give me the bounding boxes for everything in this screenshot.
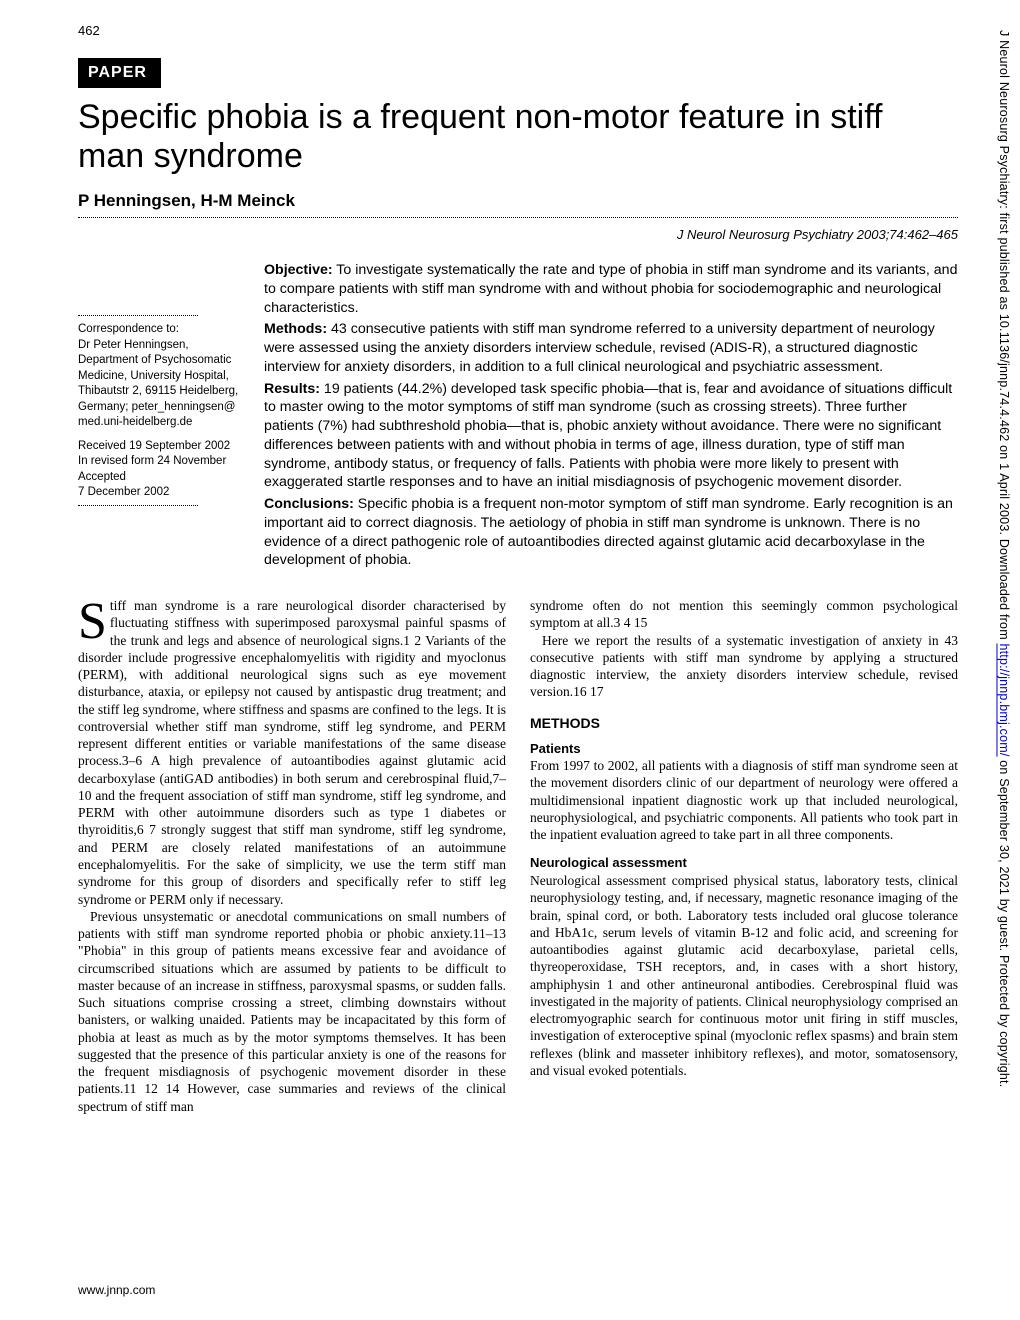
methods-heading: METHODS <box>530 715 958 733</box>
body-r4: Neurological assessment comprised physic… <box>530 872 958 1079</box>
column-left: Stiff man syndrome is a rare neurologica… <box>78 597 506 1115</box>
dots-top <box>78 315 198 316</box>
correspondence-block: Correspondence to: Dr Peter Henningsen, … <box>78 261 246 573</box>
abstract-conclusions-text: Specific phobia is a frequent non-motor … <box>264 496 953 568</box>
abstract-objective-text: To investigate systematically the rate a… <box>264 262 957 315</box>
vertical-citation: J Neurol Neurosurg Psychiatry: first pub… <box>992 30 1012 1290</box>
body-r3: From 1997 to 2002, all patients with a d… <box>530 757 958 843</box>
page-number: 462 <box>78 22 100 40</box>
abstract: Objective: To investigate systematically… <box>264 261 958 573</box>
footer-url: www.jnnp.com <box>78 1282 155 1298</box>
page-content: PAPER Specific phobia is a frequent non-… <box>78 58 958 1115</box>
body-p1-text: tiff man syndrome is a rare neurological… <box>78 598 506 907</box>
article-title: Specific phobia is a frequent non-motor … <box>78 98 958 176</box>
journal-reference: J Neurol Neurosurg Psychiatry 2003;74:46… <box>78 226 958 244</box>
vcite-link[interactable]: http://jnnp.bmj.com/ <box>997 643 1011 756</box>
abstract-methods-label: Methods: <box>264 321 327 337</box>
column-right: syndrome often do not mention this seemi… <box>530 597 958 1115</box>
body-r1: syndrome often do not mention this seemi… <box>530 597 958 632</box>
dots-bottom <box>78 505 198 506</box>
abstract-results-text: 19 patients (44.2%) developed task speci… <box>264 381 952 491</box>
section-tag: PAPER <box>78 58 161 88</box>
header-two-col: Correspondence to: Dr Peter Henningsen, … <box>78 261 958 573</box>
dates: Received 19 September 2002 In revised fo… <box>78 439 246 501</box>
neuro-subhead: Neurological assessment <box>530 855 958 872</box>
correspondence-heading: Correspondence to: <box>78 322 246 338</box>
correspondence-body: Dr Peter Henningsen, Department of Psych… <box>78 338 246 431</box>
body-p1: Stiff man syndrome is a rare neurologica… <box>78 597 506 908</box>
abstract-results-label: Results: <box>264 381 320 397</box>
patients-subhead: Patients <box>530 741 958 758</box>
body-r2: Here we report the results of a systemat… <box>530 632 958 701</box>
vcite-prefix: J Neurol Neurosurg Psychiatry: first pub… <box>997 30 1011 643</box>
authors: P Henningsen, H-M Meinck <box>78 190 958 213</box>
body-p2: Previous unsystematic or anecdotal commu… <box>78 908 506 1115</box>
abstract-conclusions-label: Conclusions: <box>264 496 354 512</box>
abstract-objective-label: Objective: <box>264 262 333 278</box>
divider <box>78 217 958 218</box>
vcite-suffix: on September 30, 2021 by guest. Protecte… <box>997 757 1011 1088</box>
abstract-methods-text: 43 consecutive patients with stiff man s… <box>264 321 935 374</box>
dropcap: S <box>78 597 110 644</box>
body-columns: Stiff man syndrome is a rare neurologica… <box>78 597 958 1115</box>
